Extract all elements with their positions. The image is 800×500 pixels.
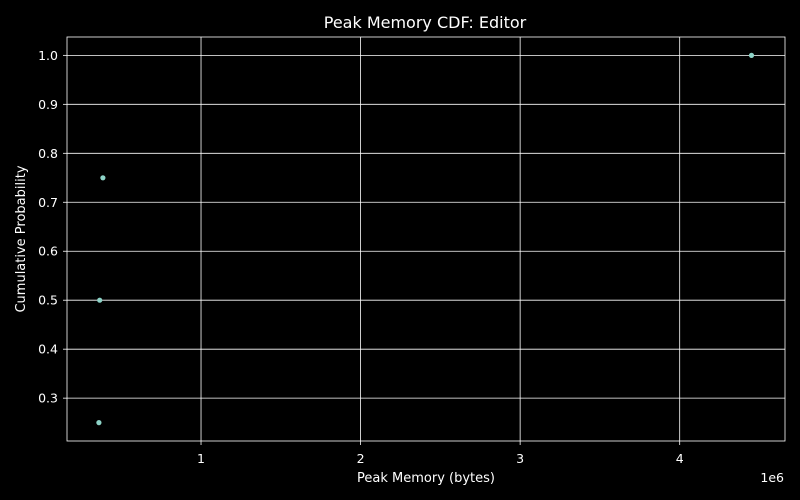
chart-title: Peak Memory CDF: Editor [324, 13, 527, 32]
plot-frame [66, 36, 786, 442]
data-points [96, 52, 755, 426]
y-tick-label: 0.9 [38, 97, 58, 112]
x-tick-label: 3 [516, 451, 524, 466]
y-tick-label: 0.6 [38, 244, 58, 259]
grid [67, 37, 785, 441]
y-tick-label: 0.4 [38, 342, 58, 357]
x-tick-label: 2 [357, 451, 365, 466]
data-point [748, 52, 755, 58]
x-tick-label: 4 [676, 451, 684, 466]
data-point [96, 420, 102, 426]
y-axis-label: Cumulative Probability [14, 165, 29, 312]
y-tick-label: 1.0 [38, 48, 58, 63]
axis-ticks: 1 2 3 4 0.3 0.4 0.5 0.6 0.7 0.8 0.9 1.0 [38, 48, 684, 466]
x-axis-label: Peak Memory (bytes) [357, 471, 495, 486]
x-axis-offset-text: 1e6 [760, 470, 784, 485]
y-tick-label: 0.3 [38, 391, 58, 406]
data-point [97, 297, 103, 303]
y-tick-label: 0.8 [38, 146, 58, 161]
y-tick-label: 0.7 [38, 195, 58, 210]
x-tick-label: 1 [197, 451, 205, 466]
y-tick-label: 0.5 [38, 293, 58, 308]
data-point [100, 175, 106, 181]
